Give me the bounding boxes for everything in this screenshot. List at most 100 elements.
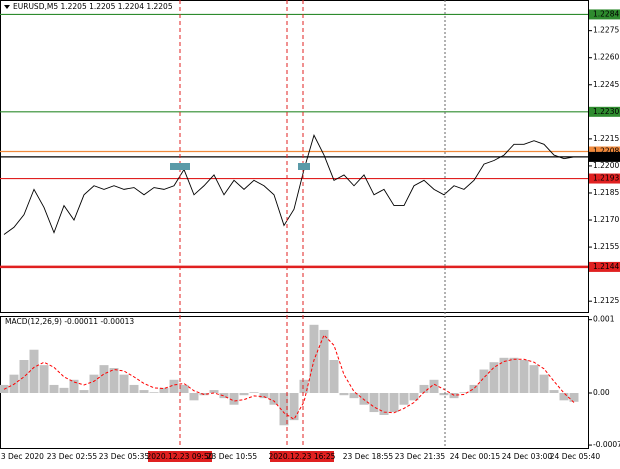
level-label: 1.2144	[593, 262, 619, 271]
level-label-box	[589, 261, 620, 272]
signal-line	[3, 334, 575, 421]
macd-bar	[529, 365, 539, 393]
macd-bar	[299, 379, 309, 393]
macd-bar	[49, 384, 59, 393]
level-label-box	[589, 151, 620, 162]
macd-bar	[519, 360, 529, 393]
x-tick-label: 23 Dec 2020	[0, 452, 44, 461]
macd-bar	[269, 393, 279, 405]
macd-bar	[99, 365, 109, 393]
time-markers	[170, 0, 446, 448]
macd-bar	[509, 357, 519, 393]
macd-bar	[559, 393, 569, 401]
y-tick-label: -0.00071	[593, 440, 620, 449]
macd-bar	[219, 393, 229, 399]
x-tick-label: 24 Dec 05:40	[550, 452, 601, 461]
level-label-box	[589, 106, 620, 117]
macd-bar	[189, 393, 199, 401]
level-label: 1.2230	[593, 107, 619, 116]
macd-bar	[249, 392, 259, 393]
y-tick-label: 1.2275	[593, 26, 619, 35]
y-tick-label: 1.2200	[593, 161, 619, 170]
macd-bar	[499, 357, 509, 393]
trade-marker	[298, 163, 310, 170]
macd-bar	[409, 393, 419, 401]
macd-bar	[129, 384, 139, 393]
macd-bar	[229, 393, 239, 405]
macd-bar	[369, 393, 379, 413]
macd-bar	[289, 393, 299, 421]
macd-bar	[69, 379, 79, 393]
macd-bar	[329, 360, 339, 393]
macd-bar	[179, 384, 189, 393]
level-label-box	[589, 146, 620, 157]
macd-bar	[549, 390, 559, 393]
x-tick-label: 23 Dec 10:55	[207, 452, 258, 461]
macd-bar	[19, 360, 29, 393]
macd-bar	[39, 365, 49, 393]
level-label-box	[589, 9, 620, 20]
level-label: 1.2193	[593, 174, 619, 183]
macd-bar	[79, 390, 89, 393]
macd-bar	[169, 379, 179, 393]
y-tick-label: 1.2185	[593, 188, 619, 197]
macd-bar	[419, 384, 429, 393]
y-tick-label: 0.00	[593, 388, 610, 397]
y-tick-label: 1.2125	[593, 296, 619, 305]
macd-bar	[439, 393, 449, 396]
macd-bar	[539, 374, 549, 393]
macd-bar	[339, 393, 349, 396]
macd-bar	[459, 392, 469, 393]
macd-bar	[149, 392, 159, 393]
macd-bar	[379, 393, 389, 415]
x-tick-label: 23 Dec 21:35	[395, 452, 446, 461]
y-tick-label: 1.2260	[593, 53, 619, 62]
x-tick-label: 23 Dec 02:55	[47, 452, 98, 461]
x-tick-label: 23 Dec 18:55	[343, 452, 394, 461]
price-line	[3, 134, 575, 235]
macd-bar	[569, 393, 579, 402]
macd-bar	[59, 387, 69, 393]
y-tick-label: 1.2155	[593, 242, 619, 251]
macd-bar	[119, 374, 129, 393]
x-tick-label: 2020.12.23 16:25	[269, 452, 336, 461]
y-tick-label: 1.2170	[593, 215, 619, 224]
y-tick-label: 1.2245	[593, 80, 619, 89]
macd-bar	[489, 362, 499, 393]
x-tick-label: 24 Dec 03:00	[502, 452, 553, 461]
price-title: EURUSD,M5 1.2205 1.2205 1.2204 1.2205	[13, 2, 173, 11]
macd-bar	[429, 379, 439, 393]
macd-bar	[479, 369, 489, 393]
macd-title: MACD(12,26,9) -0.00011 -0.00013	[5, 317, 134, 326]
macd-bar	[389, 393, 399, 413]
menu-arrow[interactable]	[4, 5, 10, 9]
macd-bar	[159, 387, 169, 393]
x-tick-label: 23 Dec 05:35	[99, 452, 150, 461]
macd-bar	[29, 349, 39, 393]
level-label: 1.2208	[593, 146, 619, 155]
macd-bar	[259, 393, 269, 399]
time-label-box	[148, 451, 212, 462]
macd-panel	[0, 316, 589, 449]
macd-bar	[89, 374, 99, 393]
macd-bar	[349, 393, 359, 399]
macd-bar	[139, 390, 149, 393]
level-label-box	[589, 173, 620, 184]
macd-bar	[279, 393, 289, 426]
macd-bar	[239, 393, 249, 396]
level-label: 1.2205	[593, 152, 619, 161]
x-tick-label: 2020.12.23 09:50	[147, 452, 214, 461]
y-tick-label: 1.2215	[593, 134, 619, 143]
x-tick-label: 24 Dec 00:15	[450, 452, 501, 461]
macd-bar	[109, 368, 119, 393]
macd-bar	[469, 384, 479, 393]
level-label: 1.2284	[593, 9, 619, 18]
macd-bar	[319, 329, 329, 393]
trade-marker	[170, 163, 190, 170]
macd-bar	[399, 393, 409, 405]
time-label-box	[270, 451, 334, 462]
macd-bar	[359, 393, 369, 405]
y-tick-label: 0.001	[593, 315, 615, 324]
